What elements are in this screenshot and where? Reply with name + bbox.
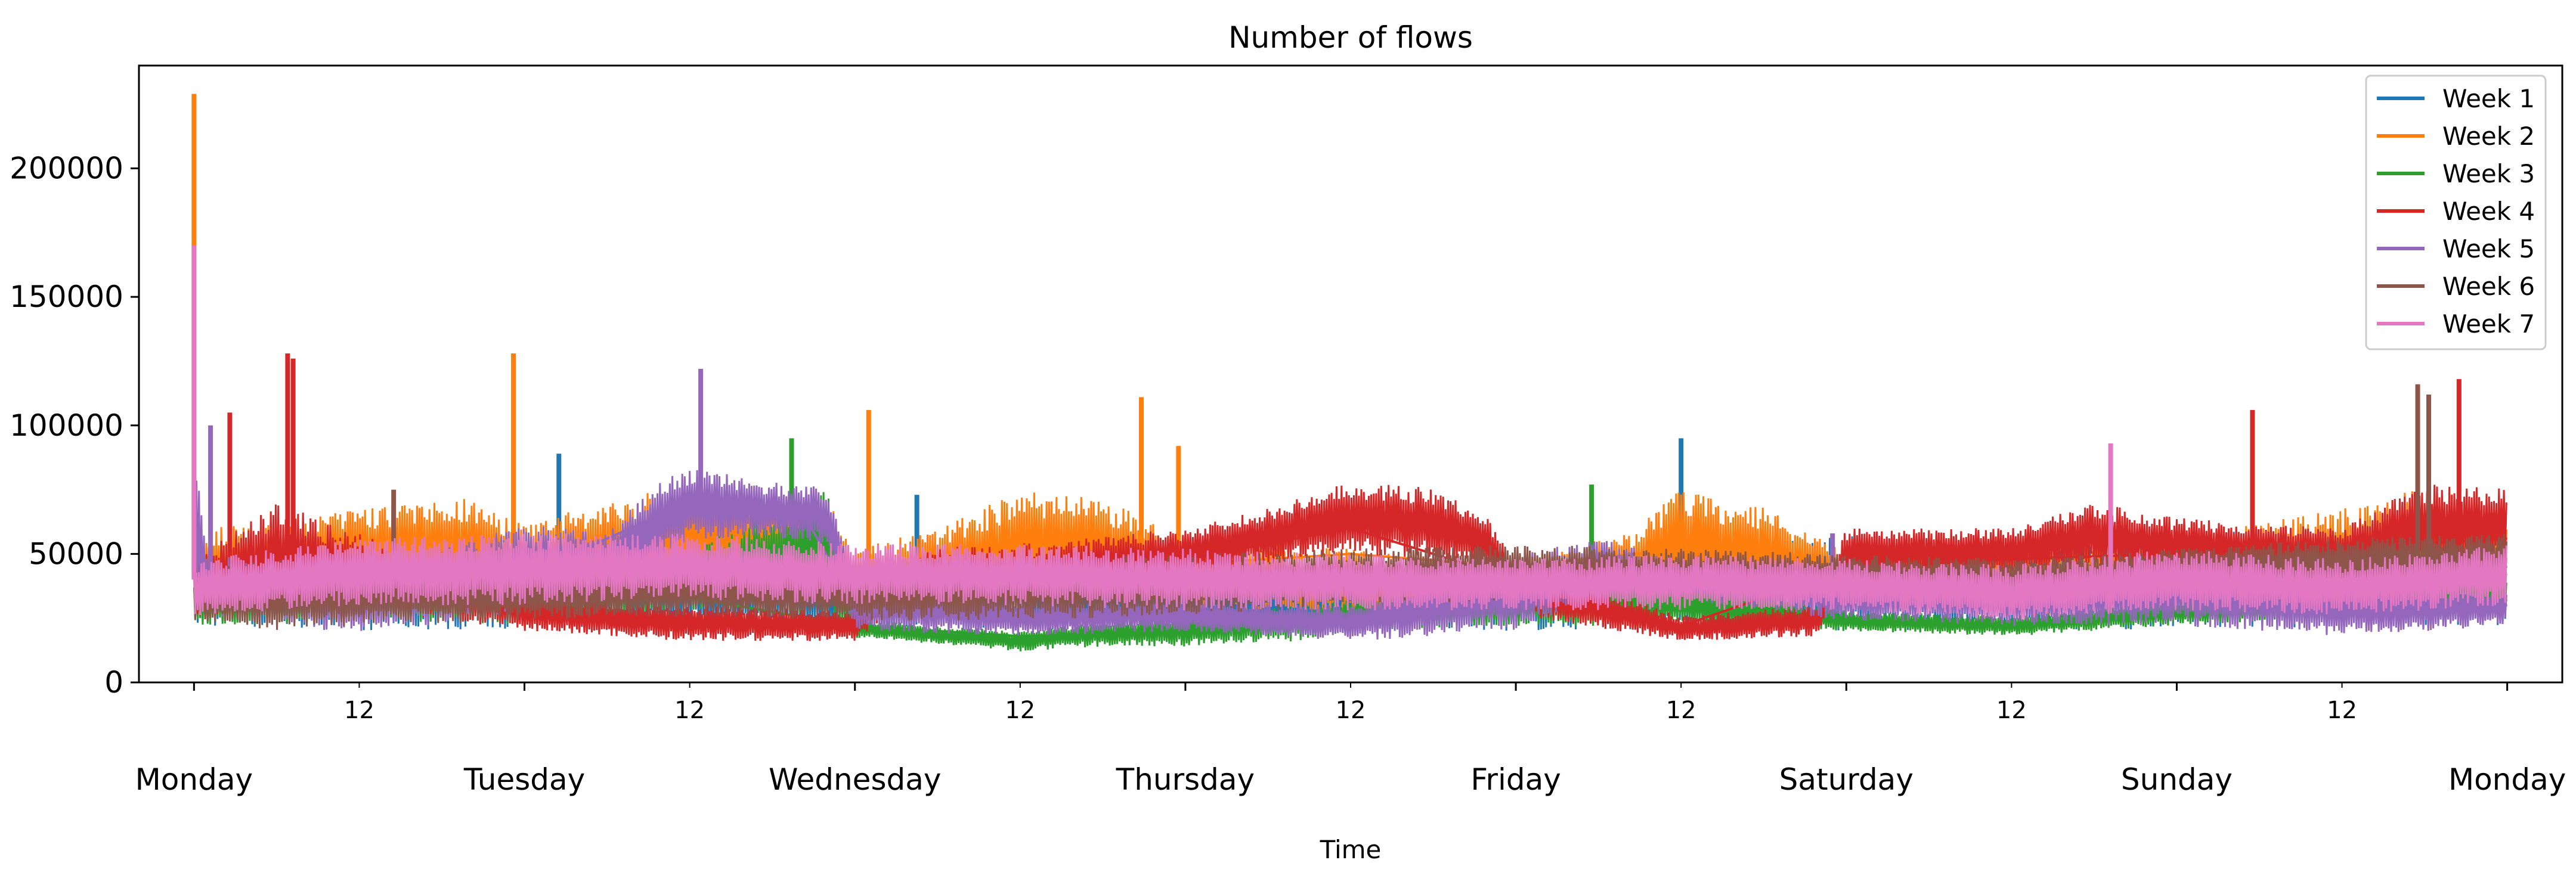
y-tick-label: 50000: [29, 536, 123, 571]
day-label: Tuesday: [463, 762, 585, 797]
day-label: Friday: [1470, 762, 1561, 797]
day-label: Sunday: [2121, 762, 2233, 797]
chart-title: Number of flows: [1228, 20, 1473, 55]
series-line: [194, 568, 2507, 591]
legend: Week 1 Week 2 Week 3 Week 4 Week 5 Week 6 Week…: [2365, 74, 2547, 350]
day-label: Wednesday: [769, 762, 941, 797]
hour-label: 12: [1996, 697, 2027, 724]
y-tick-label: 0: [104, 665, 123, 700]
legend-label: Week 1: [2442, 84, 2535, 113]
day-label: Saturday: [1779, 762, 1914, 797]
legend-label: Week 6: [2442, 272, 2535, 301]
hour-label: 12: [1005, 697, 1035, 724]
series-7: [191, 245, 2507, 620]
day-label: Monday: [135, 762, 253, 797]
y-tick-label: 150000: [10, 280, 123, 314]
legend-label: Week 2: [2442, 122, 2535, 151]
hour-label: 12: [1666, 697, 1696, 724]
y-tick-label: 100000: [10, 408, 123, 443]
series-band: [193, 533, 2507, 620]
hour-label: 12: [2327, 697, 2357, 724]
legend-label: Week 4: [2442, 197, 2535, 226]
y-tick-label: 200000: [10, 151, 123, 186]
legend-box: [2365, 74, 2547, 350]
x-axis-label: Time: [1320, 835, 1382, 864]
legend-label: Week 5: [2442, 234, 2535, 263]
hour-label: 12: [1336, 697, 1366, 724]
hour-label: 12: [344, 697, 374, 724]
legend-label: Week 3: [2442, 159, 2535, 188]
day-label: Monday: [2448, 762, 2566, 797]
hour-label: 12: [674, 697, 705, 724]
day-label: Thursday: [1116, 762, 1255, 797]
legend-label: Week 7: [2442, 309, 2535, 339]
